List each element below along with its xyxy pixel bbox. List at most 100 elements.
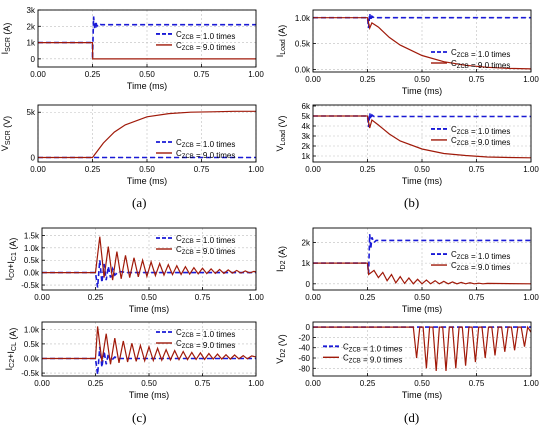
x-tick-label: 0.75	[194, 165, 210, 174]
x-tick-label: 0.75	[469, 379, 485, 388]
y-tick-label: 2k	[302, 238, 311, 247]
legend-label: CZCB = 1.0 times	[176, 234, 235, 245]
y-tick-label: 0	[31, 55, 36, 64]
x-tick-label: 0.25	[360, 165, 376, 174]
x-tick-label: 0.50	[141, 379, 157, 388]
x-tick-label: 0.00	[30, 70, 46, 79]
x-tick-label: 0.25	[360, 75, 376, 84]
y-tick-label: 6k	[302, 102, 311, 111]
x-tick-label: 0.50	[139, 165, 155, 174]
plot-frame	[41, 227, 257, 291]
y-tick-label: 1.0k	[24, 244, 40, 253]
x-tick-label: 0.50	[414, 165, 430, 174]
y-tick-label: -0.5k	[21, 369, 40, 378]
y-tick-label: 0.0k	[295, 65, 311, 74]
chart-b-top: 0.00 0.25 0.50 0.75 1.00 0.0k 0.5k 1.0k Time (ms…	[275, 9, 539, 96]
x-tick-label: 0.25	[88, 293, 104, 302]
x-tick-label: 0.00	[30, 165, 46, 174]
y-tick-label: 0	[306, 280, 311, 289]
x-tick-label: 0.75	[195, 293, 211, 302]
x-tick-label: 1.00	[523, 75, 539, 84]
y-axis-label: ILoad (A)	[275, 25, 287, 58]
legend-label: CZCB = 9.0 times	[176, 339, 235, 350]
y-tick-label: 0	[31, 153, 36, 162]
x-tick-label: 0.25	[85, 70, 101, 79]
x-tick-label: 0.00	[34, 379, 50, 388]
x-axis-label: Time (ms)	[402, 304, 442, 314]
x-axis-label: Time (ms)	[129, 390, 169, 400]
series-line-czcb-9	[42, 326, 256, 365]
x-axis-label: Time (ms)	[127, 81, 167, 91]
y-tick-label: 0.0k	[24, 354, 40, 363]
y-tick-label: -40	[298, 344, 310, 353]
x-tick-label: 0.50	[414, 75, 430, 84]
y-tick-label: 1.5k	[24, 231, 40, 240]
y-tick-label: 5k	[27, 108, 36, 117]
panel-label-d: (d)	[404, 410, 420, 425]
x-tick-label: 1.00	[523, 379, 539, 388]
x-tick-label: 0.75	[195, 379, 211, 388]
x-tick-label: 0.25	[360, 293, 376, 302]
y-axis-label: VLoad (V)	[275, 115, 287, 151]
y-axis-label: VSCR (V)	[0, 116, 12, 151]
x-tick-label: 1.00	[248, 165, 264, 174]
x-tick-label: 0.50	[414, 379, 430, 388]
panel-label-c: (c)	[132, 410, 147, 425]
x-tick-label: 0.25	[85, 165, 101, 174]
y-tick-label: -80	[298, 364, 310, 373]
y-axis-label: VD2 (V)	[275, 334, 287, 363]
series-line-czcb-9	[313, 115, 531, 159]
legend-label: CZCB = 9.0 times	[451, 59, 510, 70]
x-tick-label: 1.00	[248, 379, 264, 388]
plot-frame	[37, 9, 257, 68]
y-tick-label: 3k	[302, 132, 311, 141]
legend-label: CZCB = 1.0 times	[343, 342, 402, 353]
panel-label-a: (a)	[132, 195, 147, 210]
series-line-czcb-9	[313, 17, 531, 70]
plot-frame	[41, 321, 257, 377]
plot-frame	[312, 227, 532, 291]
plot-frame	[312, 9, 532, 73]
series-line-czcb-9	[42, 236, 256, 281]
y-tick-label: 1k	[27, 39, 36, 48]
plot-frame	[312, 104, 532, 163]
chart-a-bottom: 0.00 0.25 0.50 0.75 1.00 0 5k Time (ms) VSCR (V)…	[0, 104, 264, 186]
y-tick-label: 0	[306, 323, 311, 332]
plot-frame	[312, 321, 532, 377]
y-tick-label: -60	[298, 354, 310, 363]
legend-label: CZCB = 9.0 times	[176, 149, 235, 160]
x-tick-label: 0.75	[469, 293, 485, 302]
legend-label: CZCB = 1.0 times	[176, 328, 235, 339]
y-tick-label: 4k	[302, 122, 311, 131]
series-line-czcb-9	[313, 325, 531, 371]
y-tick-label: -20	[298, 333, 310, 342]
x-tick-label: 0.75	[194, 70, 210, 79]
plot-frame	[37, 104, 257, 163]
x-tick-label: 0.00	[305, 75, 321, 84]
x-tick-label: 1.00	[523, 165, 539, 174]
x-tick-label: 0.25	[88, 379, 104, 388]
x-tick-label: 1.00	[248, 70, 264, 79]
x-axis-label: Time (ms)	[402, 390, 442, 400]
x-tick-label: 0.50	[414, 293, 430, 302]
y-tick-label: 0.0k	[24, 269, 40, 278]
y-tick-label: 5k	[302, 112, 311, 121]
y-tick-label: 0.5k	[295, 40, 311, 49]
y-tick-label: 2k	[302, 142, 311, 151]
legend-label: CZCB = 1.0 times	[451, 48, 510, 59]
series-line-czcb-9	[38, 110, 256, 159]
legend-label: CZCB = 9.0 times	[176, 41, 235, 52]
x-tick-label: 0.25	[360, 379, 376, 388]
x-axis-label: Time (ms)	[129, 304, 169, 314]
series-line-czcb-1	[313, 112, 531, 128]
chart-c-top: 0.00 0.25 0.50 0.75 1.00 -0.5k 0.0k 0.5k 1.0k 1.5…	[4, 227, 264, 314]
y-axis-label: IC0+IC1 (A)	[4, 238, 18, 281]
legend-label: CZCB = 1.0 times	[176, 30, 235, 41]
x-tick-label: 0.00	[305, 165, 321, 174]
x-tick-label: 0.50	[141, 293, 157, 302]
x-tick-label: 0.75	[469, 75, 485, 84]
chart-c-bottom: 0.00 0.25 0.50 0.75 1.00 -0.5k 0.0k 0.5k 1.0k Tim…	[4, 321, 264, 400]
